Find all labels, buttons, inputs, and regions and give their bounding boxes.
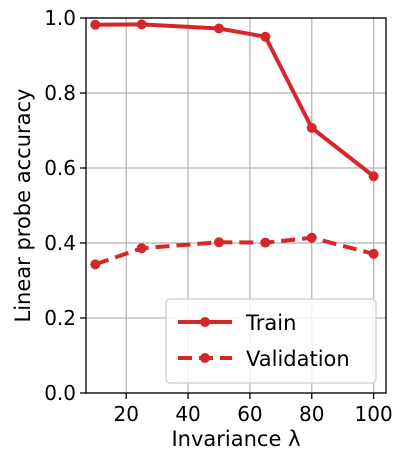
x-tick-label: 40 <box>175 402 200 426</box>
y-tick-label: 0.2 <box>44 306 76 330</box>
data-point-train <box>213 23 224 34</box>
series-line-train <box>95 22 375 178</box>
ticks: 20 40 60 80 100 0.0 0.2 0.4 0.6 0.8 1.0 <box>44 6 393 426</box>
x-tick-label: 80 <box>299 402 324 426</box>
legend-entry-train: Train <box>178 311 296 335</box>
legend-marker <box>200 317 210 327</box>
data-point-train <box>368 171 379 182</box>
data-point-validation <box>306 232 317 243</box>
data-point-train <box>90 19 101 30</box>
y-tick-label: 0.4 <box>44 231 76 255</box>
series-layer <box>90 19 379 270</box>
y-tick-label: 0.0 <box>44 381 76 405</box>
legend-entry-validation: Validation <box>178 347 350 371</box>
x-tick-label: 100 <box>355 402 393 426</box>
legend: Train Validation <box>165 298 377 384</box>
y-tick-label: 1.0 <box>44 6 76 30</box>
data-point-validation <box>90 259 101 270</box>
data-point-train <box>306 122 317 133</box>
y-tick-label: 0.8 <box>44 81 76 105</box>
data-point-validation <box>260 237 271 248</box>
x-axis-label: Invariance λ <box>171 427 300 451</box>
legend-marker <box>200 353 210 363</box>
y-axis-label: Linear probe accuracy <box>11 89 35 323</box>
data-point-train <box>260 31 271 42</box>
data-point-validation <box>213 237 224 248</box>
axes <box>85 17 387 394</box>
plot-frame <box>85 17 387 394</box>
data-point-train <box>136 19 147 30</box>
y-tick-label: 0.6 <box>44 156 76 180</box>
legend-label: Validation <box>246 347 350 371</box>
data-point-validation <box>136 243 147 254</box>
data-point-validation <box>368 248 379 259</box>
legend-label: Train <box>245 311 296 335</box>
x-tick-label: 60 <box>237 402 262 426</box>
x-tick-label: 20 <box>113 402 138 426</box>
series-line-validation <box>94 235 375 267</box>
